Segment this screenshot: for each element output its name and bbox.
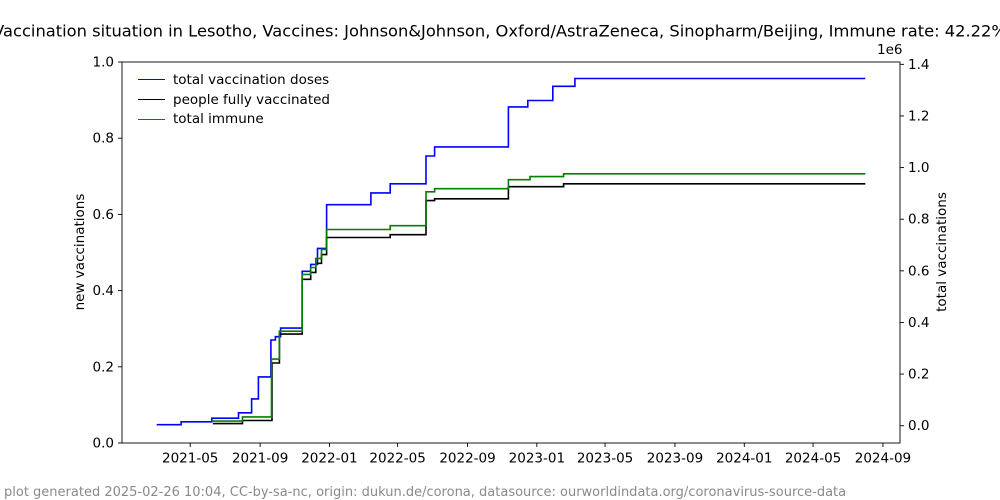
legend-line-sample [138, 99, 165, 101]
legend-row: total vaccination doses [138, 70, 330, 90]
x-tick-label: 2023-01 [509, 450, 565, 466]
right-axis-offset-label: 1e6 [877, 42, 903, 58]
right-y-tick-label: 0.2 [908, 367, 929, 383]
left-y-tick-label: 0.8 [93, 131, 114, 147]
x-tick-label: 2022-09 [439, 450, 495, 466]
legend-label: people fully vaccinated [173, 91, 330, 108]
right-y-tick-label: 1.4 [908, 57, 929, 73]
legend-row: total immune [138, 109, 330, 129]
series-line-total-immune [211, 173, 866, 422]
left-y-tick-label: 0.0 [93, 435, 114, 451]
legend-row: people fully vaccinated [138, 90, 330, 110]
legend-label: total vaccination doses [173, 71, 330, 88]
legend: total vaccination doses people fully vacc… [138, 70, 330, 129]
plot-frame [121, 61, 901, 444]
x-tick-label: 2023-09 [647, 450, 703, 466]
left-y-tick-label: 0.2 [93, 359, 114, 375]
left-y-tick-label: 0.6 [93, 207, 114, 223]
left-axis-label: new vaccinations [72, 193, 88, 311]
right-y-tick-label: 0.4 [908, 315, 929, 331]
legend-line-sample [138, 79, 165, 81]
right-axis-label: total vaccinations [934, 192, 950, 312]
right-y-tick-label: 0.0 [908, 418, 929, 434]
series-line-total-vaccination-doses [156, 77, 866, 426]
x-tick-label: 2021-05 [162, 450, 218, 466]
x-tick-label: 2024-01 [716, 450, 772, 466]
series-line-people-fully-vaccinated [212, 183, 866, 425]
right-y-tick-label: 0.8 [908, 212, 929, 228]
legend-line-sample [138, 118, 165, 120]
right-y-tick-label: 1.0 [908, 160, 929, 176]
x-tick-label: 2021-09 [232, 450, 288, 466]
legend-label: total immune [173, 111, 264, 128]
x-tick-label: 2022-05 [369, 450, 425, 466]
x-tick-label: 2022-01 [301, 450, 357, 466]
footer-note: plot generated 2025-02-26 10:04, CC-by-s… [4, 485, 847, 500]
x-tick-label: 2024-05 [785, 450, 841, 466]
right-y-tick-label: 1.2 [908, 108, 929, 124]
chart-title: Vaccination situation in Lesotho, Vaccin… [0, 21, 1000, 41]
x-tick-label: 2024-09 [855, 450, 911, 466]
x-tick-label: 2023-05 [577, 450, 633, 466]
right-y-tick-label: 0.6 [908, 263, 929, 279]
left-y-tick-label: 1.0 [93, 54, 114, 70]
left-y-tick-label: 0.4 [93, 283, 114, 299]
